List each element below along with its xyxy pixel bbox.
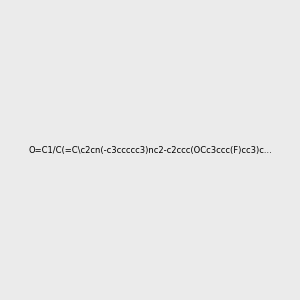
Text: O=C1/C(=C\c2cn(-c3ccccc3)nc2-c2ccc(OCc3ccc(F)cc3)c...: O=C1/C(=C\c2cn(-c3ccccc3)nc2-c2ccc(OCc3c… [28, 146, 272, 154]
